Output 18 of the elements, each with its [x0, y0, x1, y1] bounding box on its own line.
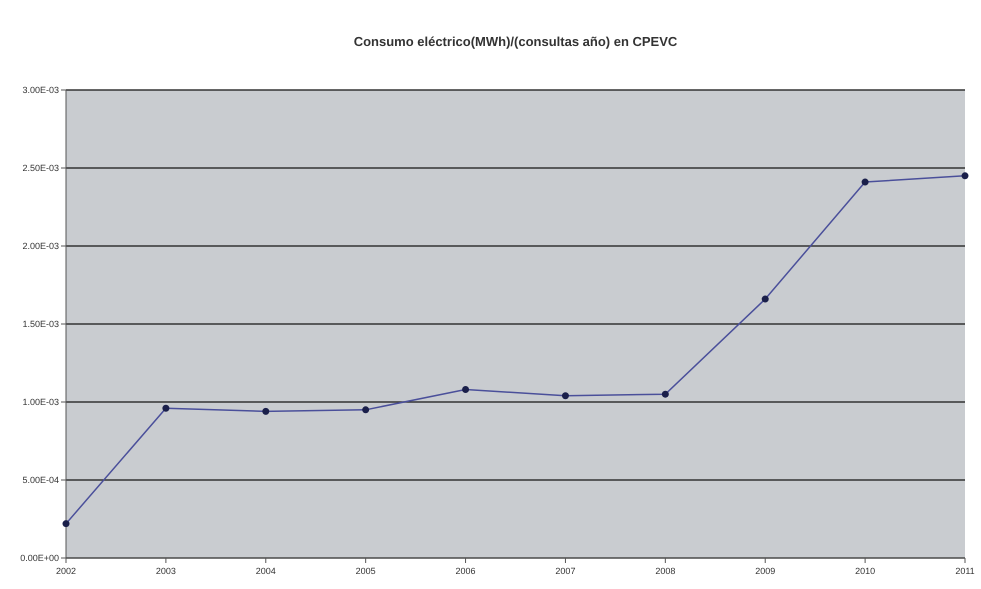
chart-title: Consumo eléctrico(MWh)/(consultas año) en CPEVC: [354, 34, 678, 49]
y-tick-label: 1.00E-03: [22, 397, 59, 408]
x-tick-label: 2003: [156, 566, 176, 576]
x-tick-label: 2008: [655, 566, 676, 576]
x-tick-label: 2009: [755, 566, 776, 576]
x-tick-label: 2004: [256, 566, 276, 576]
x-tick-label: 2006: [456, 566, 476, 576]
y-tick-label: 5.00E-04: [22, 475, 59, 486]
y-tick-label: 2.00E-03: [22, 241, 59, 252]
x-tick-label: 2007: [555, 566, 576, 576]
x-tick-label: 2011: [955, 566, 975, 576]
x-tick-label: 2010: [855, 566, 876, 576]
x-tick-label: 2005: [356, 566, 376, 576]
y-tick-label: 2.50E-03: [22, 163, 59, 174]
y-tick-label: 0.00E+00: [20, 553, 59, 564]
y-tick-label: 1.50E-03: [22, 319, 59, 330]
x-tick-label: 2002: [56, 566, 76, 576]
y-tick-label: 3.00E-03: [22, 85, 59, 96]
